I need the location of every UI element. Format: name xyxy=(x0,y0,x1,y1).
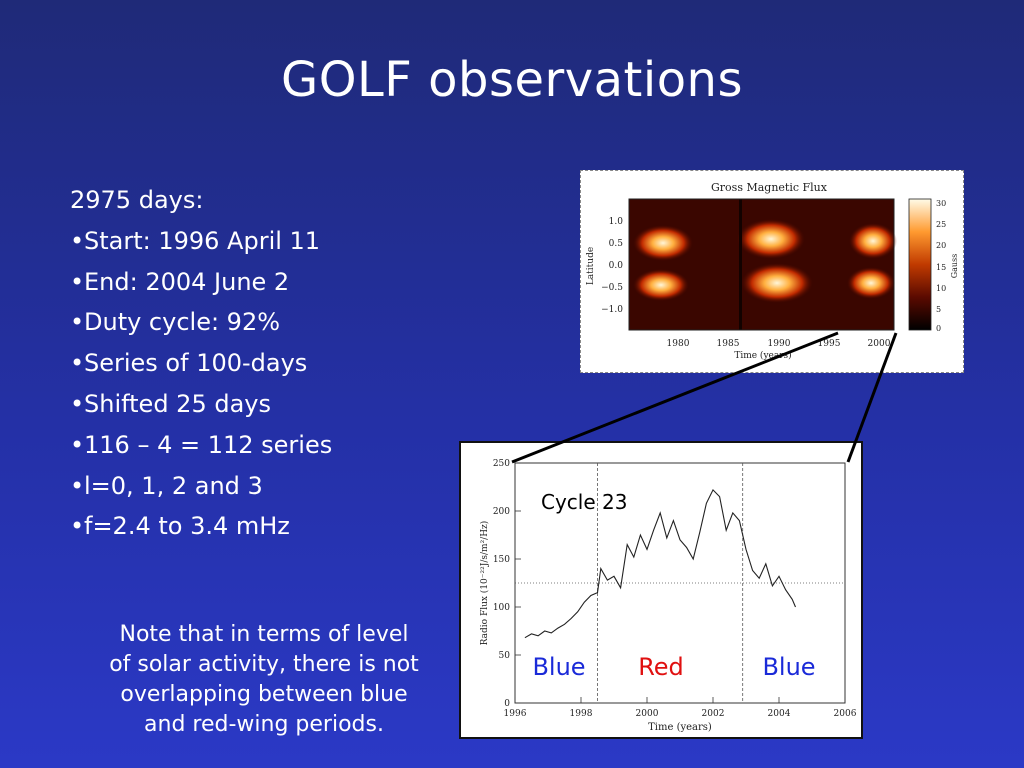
radio-flux-panel: 0 50 100 150 200 250 1996 1998 2000 2002… xyxy=(459,441,863,739)
bullet-dot-icon: • xyxy=(70,512,85,541)
bullet-list: 2975 days: •Start: 1996 April 11 •End: 2… xyxy=(70,180,332,547)
note-line: and red-wing periods. xyxy=(144,712,384,737)
y-tick-label: 0.5 xyxy=(609,239,624,249)
bullet-item: •l=0, 1, 2 and 3 xyxy=(70,466,332,507)
bullet-dot-icon: • xyxy=(70,471,85,500)
slide-title: GOLF observations xyxy=(281,52,743,108)
y-tick-label: −0.5 xyxy=(601,283,623,293)
y-tick-label: 1.0 xyxy=(609,217,624,227)
x-tick-label: 2006 xyxy=(834,709,857,719)
butterfly-chart: Gross Magnetic Flux 1.0 0.5 0.0 −0.5 −1.… xyxy=(586,181,959,361)
colorbar-tick-label: 30 xyxy=(936,199,946,208)
bullet-item: •f=2.4 to 3.4 mHz xyxy=(70,506,332,547)
bullet-dot-icon: • xyxy=(70,389,85,418)
bullet-item: •Shifted 25 days xyxy=(70,384,332,425)
colorbar-tick-label: 10 xyxy=(936,284,946,293)
y-tick-label: 150 xyxy=(493,555,510,565)
colorbar-tick-label: 20 xyxy=(936,241,946,250)
colorbar-tick-label: 0 xyxy=(936,324,941,333)
x-tick-label: 1980 xyxy=(667,339,690,349)
note-line: overlapping between blue xyxy=(120,682,408,707)
y-tick-label: 200 xyxy=(493,507,510,517)
heatmap-y-ticks: 1.0 0.5 0.0 −0.5 −1.0 xyxy=(601,217,623,315)
heatmap-colorbar xyxy=(908,198,932,331)
x-tick-label: 1990 xyxy=(768,339,791,349)
bullet-item: •116 – 4 = 112 series xyxy=(70,425,332,466)
bullet-dot-icon: • xyxy=(70,430,85,459)
note-line: of solar activity, there is not xyxy=(109,652,419,677)
colorbar-tick-label: 25 xyxy=(936,220,946,229)
colorbar-tick-label: 15 xyxy=(936,263,946,272)
heatmap-plot-area xyxy=(629,199,894,330)
y-tick-label: 0.0 xyxy=(609,261,624,271)
cycle-annotation: Cycle 23 xyxy=(541,490,627,514)
colorbar-label: Gauss xyxy=(950,254,959,279)
region-label-blue-right: Blue xyxy=(762,653,815,681)
bullet-dot-icon: • xyxy=(70,226,85,255)
flux-y-ticks: 0 50 100 150 200 250 xyxy=(493,459,510,709)
region-label-red: Red xyxy=(638,653,684,681)
y-tick-label: −1.0 xyxy=(601,305,623,315)
flux-xlabel: Time (years) xyxy=(648,722,712,733)
x-tick-label: 2002 xyxy=(702,709,725,719)
note-line: Note that in terms of level xyxy=(119,622,409,647)
colorbar-ticks: 30 25 20 15 10 5 0 xyxy=(936,199,946,333)
bullet-intro: 2975 days: xyxy=(70,186,204,214)
bullet-item: •Start: 1996 April 11 xyxy=(70,221,332,262)
heatmap-ylabel: Latitude xyxy=(586,247,596,285)
radio-flux-chart: 0 50 100 150 200 250 1996 1998 2000 2002… xyxy=(479,459,857,733)
heatmap-xlabel: Time (years) xyxy=(734,350,791,361)
x-tick-label: 2004 xyxy=(768,709,791,719)
butterfly-diagram-panel: Gross Magnetic Flux 1.0 0.5 0.0 −0.5 −1.… xyxy=(580,170,964,373)
flux-dividers xyxy=(597,463,744,703)
x-tick-label: 1996 xyxy=(504,709,527,719)
bullet-item: •End: 2004 June 2 xyxy=(70,262,332,303)
bullet-item: •Duty cycle: 92% xyxy=(70,302,332,343)
radio-flux-series-line xyxy=(524,488,797,639)
heatmap-title: Gross Magnetic Flux xyxy=(711,181,828,194)
y-tick-label: 100 xyxy=(493,603,510,613)
activity-note: Note that in terms of level of solar act… xyxy=(80,620,448,740)
flux-x-ticks: 1996 1998 2000 2002 2004 2006 xyxy=(504,709,857,719)
bullet-dot-icon: • xyxy=(70,349,85,378)
colorbar-tick-label: 5 xyxy=(936,305,941,314)
bullet-item: •Series of 100-days xyxy=(70,343,332,384)
x-tick-label: 2000 xyxy=(868,339,891,349)
flux-ylabel: Radio Flux (10⁻²²J/s/m²/Hz) xyxy=(479,521,490,646)
region-label-blue-left: Blue xyxy=(532,653,585,681)
bullet-dot-icon: • xyxy=(70,267,85,296)
bullet-dot-icon: • xyxy=(70,308,85,337)
x-tick-label: 1985 xyxy=(717,339,740,349)
x-tick-label: 1998 xyxy=(570,709,593,719)
y-tick-label: 0 xyxy=(504,699,510,709)
heatmap-x-ticks: 1980 1985 1990 1995 2000 xyxy=(667,339,891,349)
x-tick-label: 2000 xyxy=(636,709,659,719)
x-tick-label: 1995 xyxy=(818,339,841,349)
heatmap-cycle-blobs xyxy=(633,199,897,330)
y-tick-label: 50 xyxy=(499,651,511,661)
y-tick-label: 250 xyxy=(493,459,510,469)
